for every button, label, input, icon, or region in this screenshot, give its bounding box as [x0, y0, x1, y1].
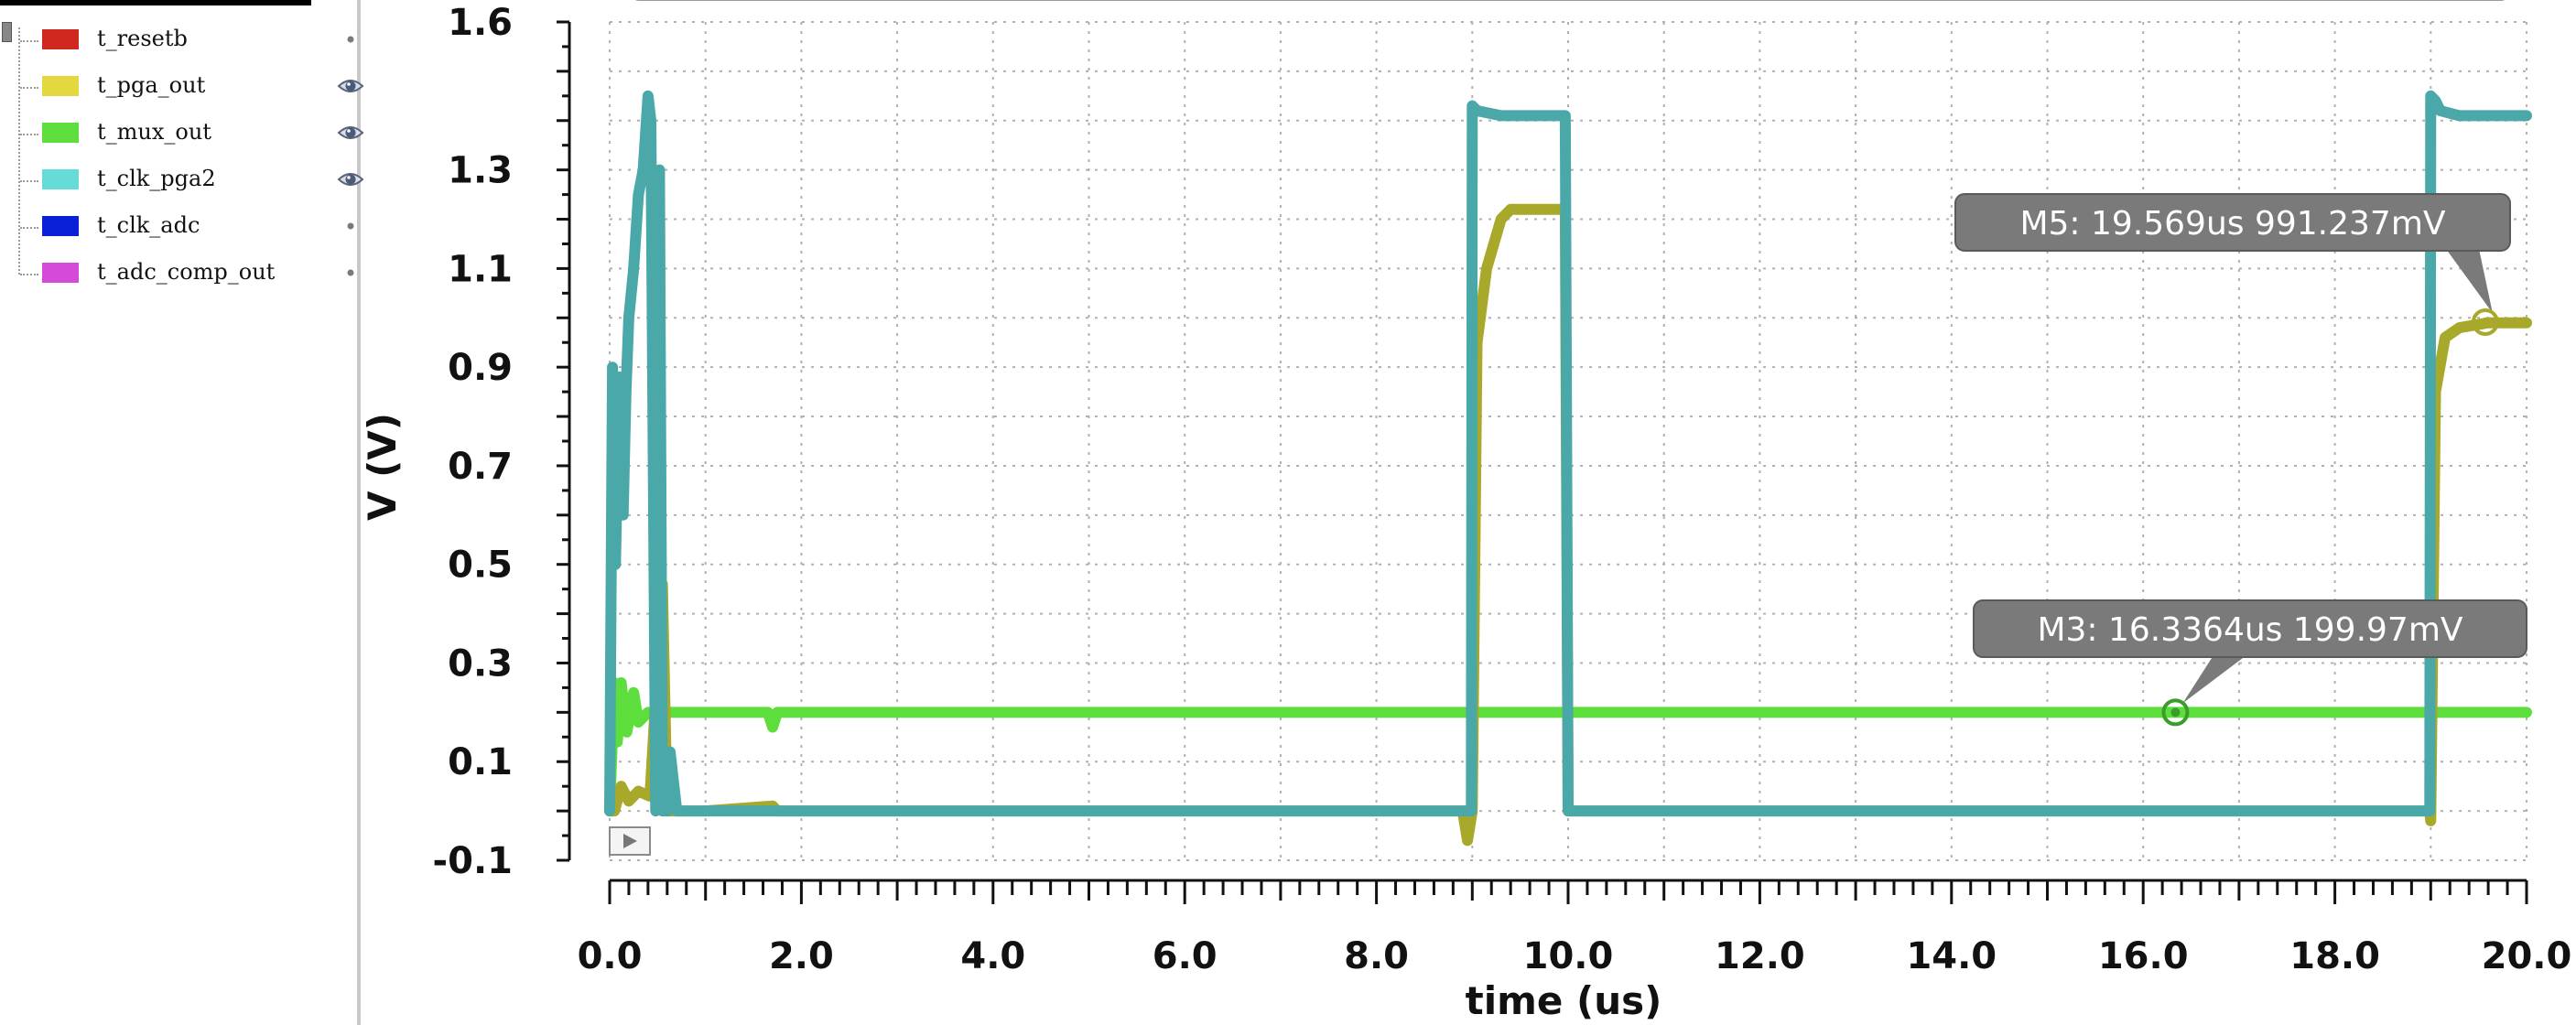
x-tick-label: 20.0 [2482, 935, 2572, 977]
axes-layer [557, 0, 2528, 904]
legend-color-swatch [42, 169, 79, 189]
marker-point-dot [2170, 707, 2181, 718]
hidden-dot-icon[interactable] [337, 212, 364, 240]
marker-point[interactable] [2471, 308, 2499, 337]
eye-icon[interactable] [337, 119, 364, 146]
eye-icon[interactable] [337, 166, 364, 193]
y-tick-label: 0.7 [448, 446, 513, 488]
tree-connector [20, 180, 38, 182]
marker-point-dot [2480, 318, 2490, 328]
legend-item-label: t_clk_pga2 [97, 166, 216, 191]
x-tick-label: 16.0 [2098, 935, 2189, 977]
legend-color-swatch [42, 123, 79, 143]
x-tick-label: 4.0 [960, 935, 1025, 977]
legend-item-label: t_pga_out [97, 72, 206, 98]
x-tick-label: 6.0 [1153, 935, 1218, 977]
hidden-dot-icon[interactable] [337, 259, 364, 286]
waveform-chart[interactable]: 1.6 1.3 1.1 0.9 0.7 0.5 0.3 0.1 -0.1 0.0 2.0 4.0 6.0… [357, 0, 2576, 1025]
legend-toolbar-edge [0, 0, 311, 5]
eye-icon[interactable] [337, 72, 364, 100]
x-tick-label: 14.0 [1906, 935, 1997, 977]
legend-item-label: t_resetb [97, 26, 188, 51]
ticks-layer: 1.6 1.3 1.1 0.9 0.7 0.5 0.3 0.1 -0.1 0.0 2.0 4.0 6.0… [433, 2, 2572, 977]
x-tick-label: 18.0 [2289, 935, 2380, 977]
tree-connector [20, 40, 38, 42]
y-tick-label: 1.6 [448, 2, 513, 44]
y-tick-label: 0.9 [448, 347, 513, 389]
marker-pointer [2182, 655, 2246, 704]
marker-label: M5: 19.569us 991.237mV [2019, 205, 2445, 243]
y-tick-label: 0.3 [448, 642, 513, 685]
y-tick-label: 1.1 [448, 248, 513, 290]
series-layer[interactable] [604, 90, 2532, 847]
play-icon [623, 834, 637, 848]
x-tick-label: 12.0 [1715, 935, 1805, 977]
legend-panel: t_resetb t_pga_out t_mux_out t_clk_pga2 t_cl… [0, 0, 364, 1025]
play-button[interactable] [609, 826, 651, 856]
tree-connector [20, 227, 38, 229]
y-tick-label: 1.3 [448, 150, 513, 192]
x-tick-label: 2.0 [769, 935, 834, 977]
tree-connector [20, 87, 38, 89]
legend-color-swatch [42, 263, 79, 283]
tree-connector [20, 274, 38, 275]
legend-item-t-clk-adc[interactable]: t_clk_adc [20, 207, 359, 247]
series-t-clk-pga2[interactable] [604, 90, 2532, 817]
legend-tree-line [18, 27, 23, 275]
legend-item-label: t_clk_adc [97, 212, 200, 238]
tree-connector [20, 134, 38, 135]
x-axis-label: time (us) [1466, 978, 1662, 1023]
y-tick-label: 0.1 [448, 741, 513, 783]
legend-color-swatch [42, 76, 79, 96]
legend-item-t-pga-out[interactable]: t_pga_out [20, 67, 364, 107]
marker-pointer [2446, 249, 2493, 314]
marker-label-box[interactable] [1954, 193, 2511, 252]
legend-item-label: t_mux_out [97, 119, 211, 145]
x-tick-label: 10.0 [1523, 935, 1614, 977]
legend-item-t-mux-out[interactable]: t_mux_out [20, 113, 364, 154]
y-axis-label: V (V) [360, 413, 405, 521]
x-tick-label: 8.0 [1344, 935, 1409, 977]
hidden-dot-icon[interactable] [337, 26, 364, 53]
legend-tree-handle[interactable] [2, 22, 12, 42]
series-t-mux-out[interactable] [604, 677, 2532, 817]
x-tick-label: 0.0 [578, 935, 643, 977]
marker-point[interactable] [2161, 698, 2190, 727]
legend-color-swatch [42, 29, 79, 49]
marker-layer[interactable]: M5: 19.569us 991.237mV M3: 16.3364us 199.… [1954, 193, 2527, 727]
legend-item-label: t_adc_comp_out [97, 259, 276, 285]
y-tick-label: -0.1 [433, 840, 513, 882]
y-tick-label: 0.5 [448, 545, 513, 587]
marker-label: M3: 16.3364us 199.97mV [2037, 611, 2462, 649]
marker-label-box[interactable] [1973, 599, 2527, 658]
legend-item-t-resetb[interactable]: t_resetb [20, 20, 359, 60]
legend-item-t-clk-pga2[interactable]: t_clk_pga2 [20, 160, 364, 200]
legend-item-t-adc-comp-out[interactable]: t_adc_comp_out [20, 254, 359, 294]
legend-color-swatch [42, 216, 79, 236]
